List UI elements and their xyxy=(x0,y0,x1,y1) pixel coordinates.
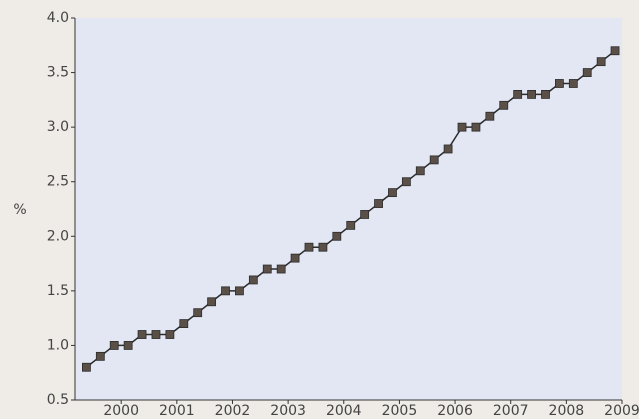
y-tick-label: 3.0 xyxy=(47,119,69,135)
y-axis-label: % xyxy=(13,202,26,218)
plot-area xyxy=(75,18,622,400)
x-tick-label: 2008 xyxy=(549,403,585,419)
marker xyxy=(207,297,217,307)
marker xyxy=(596,57,606,67)
marker xyxy=(541,90,550,99)
marker xyxy=(193,308,203,318)
marker xyxy=(429,155,439,165)
marker xyxy=(262,264,272,274)
marker xyxy=(318,242,328,252)
marker xyxy=(527,90,536,99)
marker xyxy=(485,111,495,121)
marker xyxy=(568,79,578,88)
marker xyxy=(471,122,481,132)
marker xyxy=(457,122,467,132)
y-tick-label: 4.0 xyxy=(47,10,69,26)
marker xyxy=(137,330,147,339)
marker xyxy=(582,68,592,77)
marker xyxy=(332,231,342,241)
marker xyxy=(374,199,383,208)
marker xyxy=(415,166,425,176)
marker xyxy=(304,242,314,252)
marker xyxy=(290,253,300,263)
y-tick-label: 0.5 xyxy=(47,392,69,408)
marker xyxy=(235,286,244,296)
marker xyxy=(346,220,356,230)
marker xyxy=(276,264,286,274)
marker xyxy=(554,79,564,88)
x-tick-label: 2001 xyxy=(159,403,195,419)
marker xyxy=(82,362,91,372)
x-tick-label: 2006 xyxy=(437,403,473,419)
marker xyxy=(151,330,161,339)
x-tick-label: 2007 xyxy=(493,403,529,419)
marker xyxy=(360,210,370,219)
marker xyxy=(179,319,189,329)
marker xyxy=(499,100,509,110)
y-tick-label: 2.5 xyxy=(47,174,69,190)
marker xyxy=(221,286,230,296)
x-tick-label: 2004 xyxy=(326,403,362,419)
marker xyxy=(513,90,523,99)
x-tick-label: 2005 xyxy=(382,403,418,419)
x-tick-label: 2003 xyxy=(270,403,306,419)
marker xyxy=(388,188,397,198)
marker xyxy=(443,144,453,154)
y-tick-label: 1.0 xyxy=(47,337,69,353)
x-tick-label: 2009 xyxy=(604,403,639,419)
y-tick-label: 3.5 xyxy=(47,65,69,81)
y-tick-label: 2.0 xyxy=(47,228,69,244)
marker xyxy=(401,177,411,187)
marker xyxy=(248,275,258,285)
x-tick-label: 2002 xyxy=(215,403,251,419)
marker xyxy=(123,341,133,350)
marker xyxy=(95,351,105,361)
marker xyxy=(610,46,620,56)
marker xyxy=(165,330,175,339)
x-tick-label: 2000 xyxy=(103,403,139,419)
marker xyxy=(109,341,119,350)
y-tick-label: 1.5 xyxy=(47,283,69,299)
